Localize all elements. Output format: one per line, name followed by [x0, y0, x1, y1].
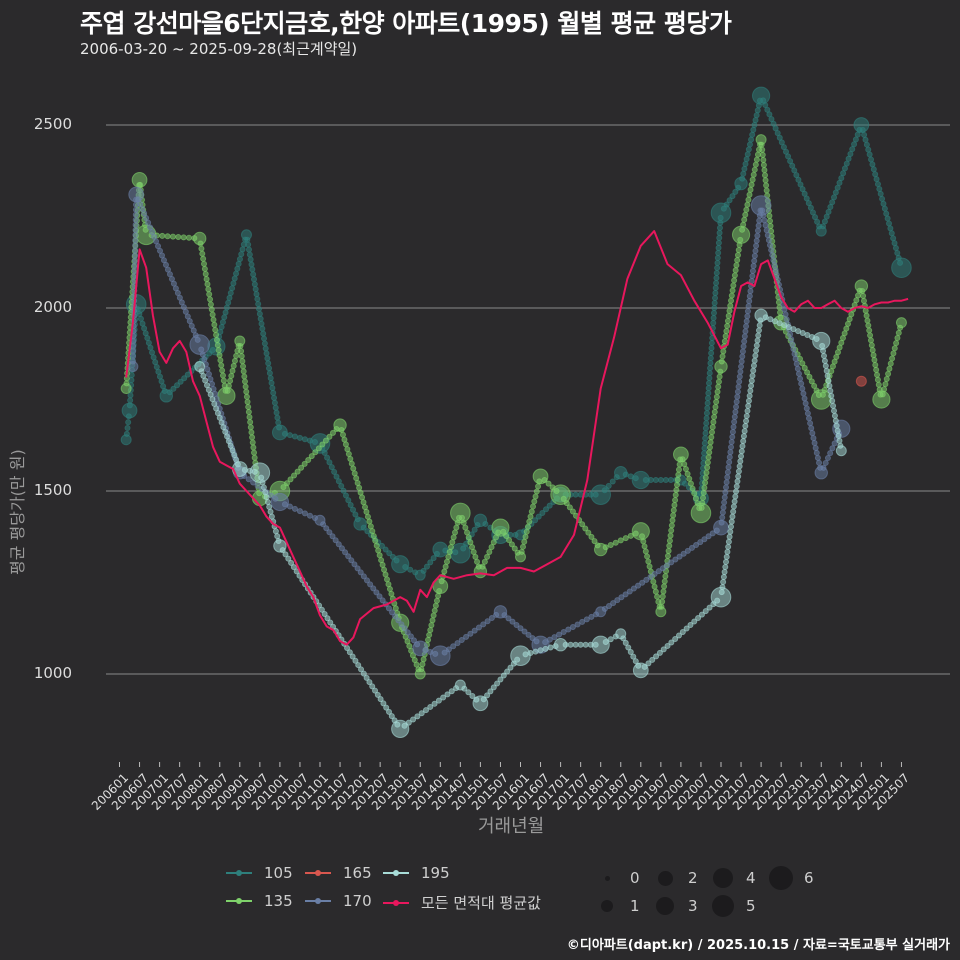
legend-item-135[interactable]: 135 [226, 892, 293, 910]
legend-swatch-195 [383, 867, 409, 879]
size-label-5: 5 [746, 897, 756, 915]
legend-swatch-165 [305, 867, 331, 879]
legend-swatch-170 [305, 895, 331, 907]
size-legend-2: 2 [650, 863, 698, 893]
y-tick-2500: 2500 [33, 115, 72, 133]
y-tick-1000: 1000 [33, 664, 72, 682]
legend-item-165[interactable]: 165 [305, 864, 372, 882]
legend-label-105: 105 [264, 864, 293, 882]
size-legend-6: 6 [766, 863, 814, 893]
source-caption: ©디아파트(dapt.kr) / 2025.10.15 / 자료=국토교통부 실… [566, 938, 950, 953]
size-label-1: 1 [630, 897, 640, 915]
size-label-3: 3 [688, 897, 698, 915]
legend-item-195[interactable]: 195 [383, 864, 450, 882]
size-legend-1: 1 [592, 891, 640, 921]
average-line [125, 230, 909, 646]
y-tick-1500: 1500 [33, 481, 72, 499]
legend-swatch-135 [226, 895, 252, 907]
legend-label-average: 모든 면적대 평균값 [421, 894, 541, 912]
size-label-2: 2 [688, 869, 698, 887]
legend-swatch-105 [226, 867, 252, 879]
y-tick-2000: 2000 [33, 298, 72, 316]
legend-label-170: 170 [343, 892, 372, 910]
x-axis-label: 거래년월 [478, 816, 545, 837]
size-legend-0: 0 [592, 863, 640, 893]
size-legend-3: 3 [650, 891, 698, 921]
size-label-0: 0 [630, 869, 640, 887]
legend-label-135: 135 [264, 892, 293, 910]
size-label-6: 6 [804, 869, 814, 887]
series-135 [120, 134, 907, 680]
legend-item-170[interactable]: 170 [305, 892, 372, 910]
series-195 [194, 308, 847, 739]
data-series [120, 86, 912, 739]
average-price-line [125, 230, 909, 646]
legend-label-165: 165 [343, 864, 372, 882]
y-axis-label: 평균 평당가(만 원) [8, 449, 27, 575]
series-170 [127, 186, 851, 667]
series-165 [855, 375, 867, 387]
size-label-4: 4 [746, 869, 756, 887]
size-legend-5: 5 [708, 891, 756, 921]
legend-item-105[interactable]: 105 [226, 864, 293, 882]
chart-subtitle: 2006-03-20 ~ 2025-09-28(최근계약일) [80, 40, 358, 58]
legend-label-195: 195 [421, 864, 450, 882]
size-legend-4: 4 [708, 863, 756, 893]
legend-swatch-average [383, 897, 409, 909]
chart-title: 주엽 강선마을6단지금호,한양 아파트(1995) 월별 평균 평당가 [80, 9, 732, 38]
x-axis-ticks [119, 762, 902, 767]
legend-item-average[interactable]: 모든 면적대 평균값 [383, 892, 541, 913]
